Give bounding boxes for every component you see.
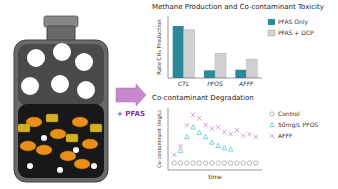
bubble [21,77,39,95]
bar [246,59,257,78]
pfas-block [18,124,30,132]
cell [91,163,97,169]
point [228,161,232,165]
point [222,161,226,165]
point [235,161,239,165]
point [191,113,195,117]
bubble [51,75,69,93]
point [216,143,220,147]
point [241,133,245,137]
x-tick-label: AFFF [238,80,254,87]
pfas-particle [36,145,52,155]
y-axis-line [168,108,169,170]
bottle-body [14,40,108,182]
figure: Methane Production and Co-contaminant To… [0,0,338,189]
bubble [77,81,95,99]
bubble [75,53,93,71]
point [197,130,201,134]
bars [173,26,258,78]
title: Co-contaminant Degradation [152,94,254,102]
point [191,125,195,129]
point [203,134,207,138]
point [172,161,176,165]
x-tick-label: CTL [178,80,189,87]
legend-label: AFFF [278,132,293,139]
annotation: + PFAS [117,110,145,118]
legend-marker [270,134,274,138]
pfas-particle [20,141,36,151]
bar [184,30,195,78]
point [203,123,207,127]
point [210,140,214,144]
point [197,116,201,120]
point [222,130,226,134]
point [216,125,220,129]
legend-label: Control [278,110,300,117]
x-tick-label: PFOS [207,80,223,87]
legend-label: PFAS Only [278,18,309,26]
point [185,123,189,127]
point [216,161,220,165]
point [210,126,214,130]
legend-label: PFAS + DCP [278,29,314,36]
bubble [27,49,45,67]
pfas-particle [60,151,76,161]
x-axis-label: time [208,173,222,180]
bottle-illustration [14,16,146,182]
pfas-block [66,134,78,142]
point [254,135,258,139]
point [254,161,258,165]
cell [57,167,63,173]
arrow [116,84,146,106]
x-axis-line [168,170,262,171]
point [172,153,176,157]
legend-marker [270,122,274,126]
legend-swatch [268,19,275,25]
y-axis-label: Co-contaminant (mg/L) [156,110,163,168]
point [185,161,189,165]
cell [73,147,79,153]
cell [27,163,33,169]
pfas-particle [50,129,66,139]
bubble [53,43,71,61]
bar [235,70,246,78]
pfas-block [90,124,102,132]
point [241,161,245,165]
point [247,132,251,136]
point [197,161,201,165]
y-axis-line [168,16,169,78]
point [247,161,251,165]
point [178,144,182,148]
legend-swatch [268,30,275,36]
point [222,145,226,149]
pfas-particle [72,117,88,127]
point [203,161,207,165]
bottle-cap [44,16,78,27]
point [235,128,239,132]
pfas-particle [74,159,90,169]
bar [204,70,215,78]
point [228,132,232,136]
point [178,148,182,152]
y-axis-label: Rate CH₄ Production [156,19,162,75]
pfas-block [46,114,58,122]
bar [215,53,226,78]
point [191,161,195,165]
x-axis-line [168,78,262,79]
point [228,147,232,151]
bottle-gas [18,44,104,106]
bottle-liquid [18,104,104,178]
point [210,161,214,165]
point [178,161,182,165]
title: Methane Production and Co-contaminant To… [152,3,324,11]
bar [173,26,184,78]
cell [41,135,47,141]
pfas-particle [82,139,98,149]
legend-label: 50mg/L PFOS [278,121,318,129]
point [185,134,189,138]
legend-marker [270,112,274,116]
points [172,113,258,166]
